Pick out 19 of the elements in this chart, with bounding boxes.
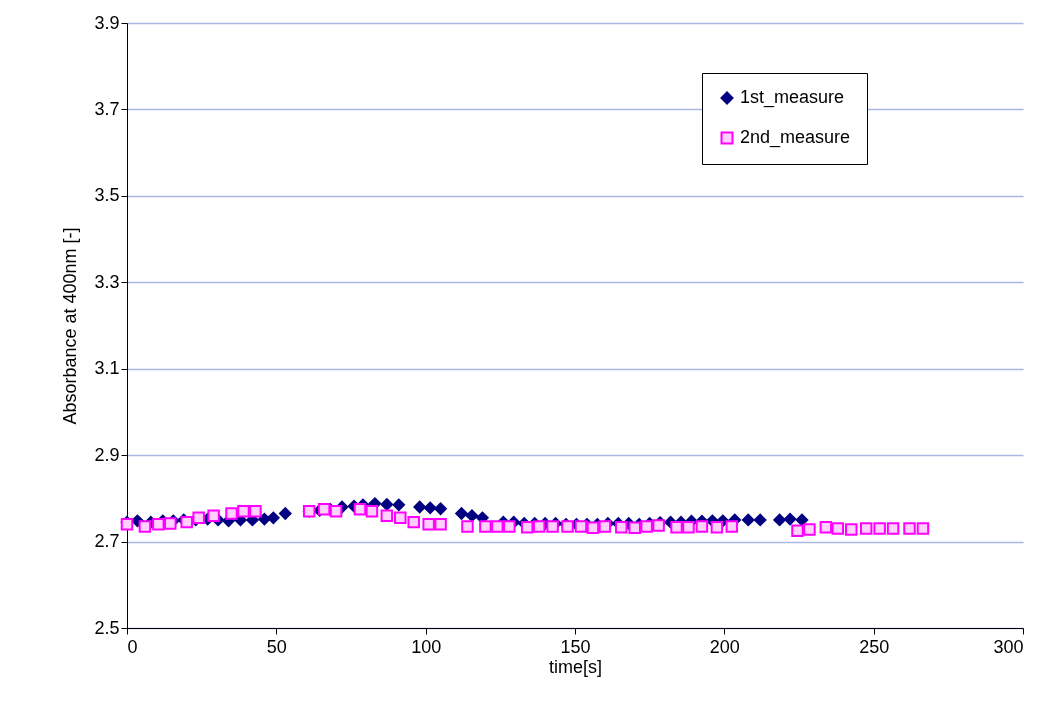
y-tick-label: 3.3: [94, 271, 120, 292]
y-tick-label: 3.5: [94, 185, 120, 206]
y-tick-label: 3.1: [94, 358, 120, 379]
y-tick-label: 2.5: [94, 617, 120, 638]
y-tick-label: 2.7: [94, 531, 120, 552]
x-tick-label: 200: [709, 636, 740, 657]
y-tick-label: 3.7: [94, 98, 120, 119]
legend-label: 1st_measure: [740, 87, 845, 108]
y-tick-label: 2.9: [94, 444, 120, 465]
legend-label: 2nd_measure: [740, 127, 851, 148]
x-axis-title: time[s]: [548, 656, 603, 677]
x-tick-label: 100: [411, 636, 442, 657]
x-tick-label: 150: [560, 636, 591, 657]
y-axis-title: Absorbance at 400nm [-]: [60, 227, 81, 425]
x-tick-label: 250: [859, 636, 890, 657]
x-tick-label: 0: [127, 636, 138, 657]
y-tick-label: 3.9: [94, 12, 120, 33]
x-tick-label: 50: [266, 636, 287, 657]
x-tick-label: 300: [993, 636, 1024, 657]
